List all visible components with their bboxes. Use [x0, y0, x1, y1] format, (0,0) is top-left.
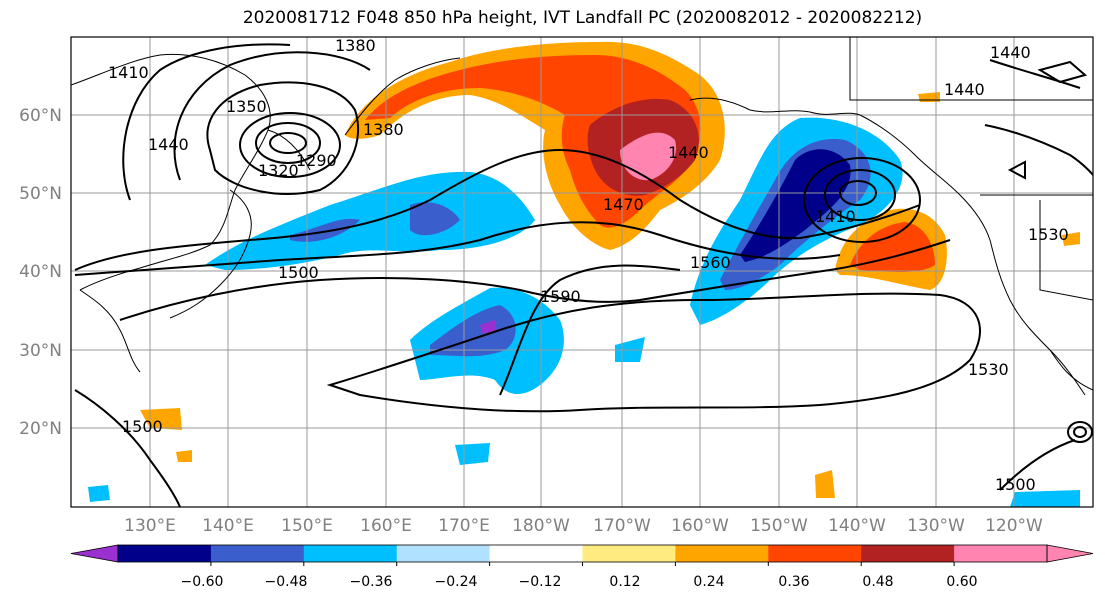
contour-label: 1410: [108, 63, 149, 82]
contour-label: 1440: [668, 143, 709, 162]
contour-label: 1530: [1028, 225, 1069, 244]
lon-tick-label: 120°W: [985, 516, 1043, 536]
colorbar-segment: [303, 545, 398, 562]
ivt-shading: [88, 41, 1080, 507]
colorbar-segment: [396, 545, 491, 562]
lat-tick-label: 50°N: [19, 184, 62, 204]
colorbar-tick-label: 0.36: [778, 574, 809, 590]
contour-label: 1530: [968, 360, 1009, 379]
lon-tick-labels: 130°E 140°E 150°E 160°E 170°E 180°W 170°…: [124, 516, 1043, 536]
lat-tick-labels: 60°N 50°N 40°N 30°N 20°N: [19, 106, 62, 439]
colorbar-segment: [489, 545, 583, 562]
lon-tick-label: 170°E: [438, 516, 490, 536]
lon-tick-label: 150°W: [750, 516, 808, 536]
lon-tick-label: 160°E: [360, 516, 412, 536]
colorbar-extend-min: [70, 544, 119, 563]
map-title: 2020081712 F048 850 hPa height, IVT Land…: [242, 8, 923, 28]
negative-region-central-peak: [480, 320, 497, 333]
positive-region-east-core: [850, 222, 935, 273]
positive-region-small-5: [1062, 232, 1080, 246]
negative-region-east-pacific-core: [740, 149, 851, 262]
contour-labels: 1380 1410 1350 1320 1290 1380 1440 1470 …: [108, 36, 1069, 494]
positive-region-small-3: [176, 450, 192, 462]
lon-tick-label: 130°E: [124, 516, 176, 536]
colorbar-tick-label: −0.24: [435, 574, 478, 590]
contour-label: 1560: [690, 253, 731, 272]
contour-label: 1290: [296, 151, 337, 170]
colorbar-segment: [768, 545, 862, 562]
colorbar-segment: [675, 545, 769, 562]
contour-label: 1500: [278, 263, 319, 282]
colorbar-tick-label: 0.12: [609, 574, 640, 590]
lat-tick-label: 30°N: [19, 341, 62, 361]
colorbar-tick-label: 0.60: [946, 574, 977, 590]
lon-tick-label: 130°W: [907, 516, 965, 536]
height-contours: [74, 43, 1093, 507]
lon-tick-label: 140°E: [202, 516, 254, 536]
colorbar-tick-label: 0.48: [862, 574, 893, 590]
lon-tick-label: 160°W: [671, 516, 729, 536]
colorbar-tick-label: −0.12: [519, 574, 562, 590]
colorbar-segment: [210, 545, 305, 562]
colorbar-segment: [118, 545, 212, 562]
contour-label: 1320: [258, 161, 299, 180]
lat-tick-label: 20°N: [19, 419, 62, 439]
lat-tick-label: 60°N: [19, 106, 62, 126]
contour-label: 1410: [815, 207, 856, 226]
positive-region-bering-peak: [620, 132, 676, 181]
contour-label: 1440: [148, 135, 189, 154]
contour-label: 1380: [363, 120, 404, 139]
contour-label: 1350: [226, 97, 267, 116]
negative-region-small-3: [1010, 490, 1080, 507]
lat-tick-label: 40°N: [19, 262, 62, 282]
colorbar-tick-label: −0.36: [350, 574, 393, 590]
contour-label: 1380: [335, 36, 376, 55]
negative-region-west-pacific-core2: [410, 202, 460, 236]
colorbar-segment: [861, 545, 955, 562]
colorbar-tick-labels: −0.60 −0.48 −0.36 −0.24 −0.12 0.12 0.24 …: [181, 574, 978, 590]
contour-label: 1470: [603, 195, 644, 214]
negative-region-small-4: [88, 485, 110, 502]
colorbar-segment: [582, 545, 676, 562]
colorbar-extend-max: [1046, 544, 1094, 563]
lon-tick-label: 170°W: [593, 516, 651, 536]
lon-tick-label: 180°W: [512, 516, 570, 536]
map-border: [70, 36, 1094, 508]
contour-label: 1500: [122, 417, 163, 436]
colorbar-tick-label: −0.48: [265, 574, 308, 590]
lon-tick-label: 150°E: [281, 516, 333, 536]
colorbar-tick-label: 0.24: [693, 574, 724, 590]
contour-label: 1440: [990, 43, 1031, 62]
colorbar: [70, 544, 1094, 566]
contour-label: 1590: [540, 287, 581, 306]
positive-region-small-2: [815, 470, 835, 498]
colorbar-segment: [954, 545, 1048, 562]
negative-region-small-1: [455, 443, 490, 465]
contour-label: 1500: [995, 475, 1036, 494]
lon-tick-label: 140°W: [828, 516, 886, 536]
colorbar-tick-label: −0.60: [181, 574, 224, 590]
negative-region-central-core: [430, 305, 516, 357]
contour-label: 1440: [944, 80, 985, 99]
